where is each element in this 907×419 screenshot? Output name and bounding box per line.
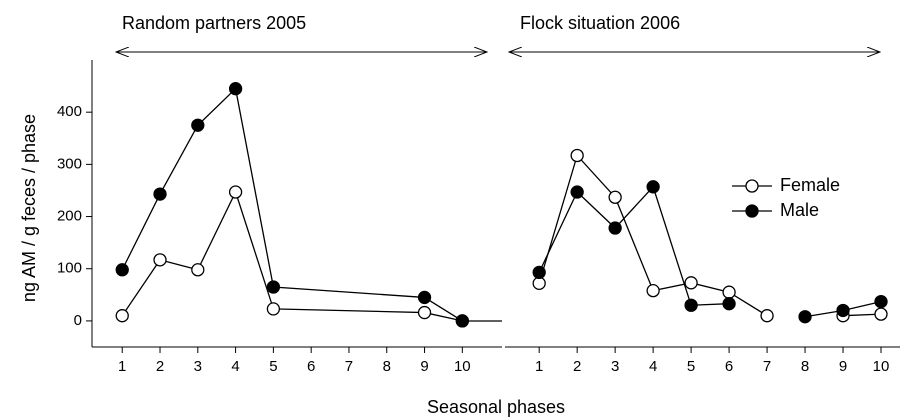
data-point bbox=[684, 298, 698, 312]
panel-title: Flock situation 2006 bbox=[520, 13, 680, 33]
data-point bbox=[722, 297, 736, 311]
x-tick-label: 6 bbox=[725, 358, 733, 375]
x-tick-label: 5 bbox=[269, 358, 277, 375]
x-tick-label: 2 bbox=[156, 358, 164, 375]
data-point bbox=[191, 263, 205, 277]
panel-title: Random partners 2005 bbox=[122, 13, 306, 33]
x-tick-label: 7 bbox=[763, 358, 771, 375]
y-tick-label: 0 bbox=[74, 312, 82, 329]
data-point bbox=[646, 283, 660, 298]
data-point bbox=[417, 290, 432, 305]
x-tick-label: 5 bbox=[687, 358, 695, 375]
y-tick-label: 100 bbox=[57, 260, 82, 277]
data-point bbox=[798, 310, 812, 324]
x-tick-label: 7 bbox=[345, 358, 353, 375]
x-tick-label: 3 bbox=[611, 358, 619, 375]
x-tick-label: 4 bbox=[231, 358, 239, 375]
legend-marker bbox=[745, 204, 759, 218]
x-tick-label: 10 bbox=[454, 358, 471, 375]
x-axis-label: Seasonal phases bbox=[427, 397, 565, 417]
x-tick-label: 2 bbox=[573, 358, 581, 375]
series-line bbox=[121, 190, 463, 322]
x-tick-label: 10 bbox=[873, 358, 890, 375]
x-tick-label: 6 bbox=[307, 358, 315, 375]
data-point bbox=[115, 309, 129, 323]
data-point bbox=[153, 187, 167, 201]
y-tick-label: 200 bbox=[57, 208, 82, 225]
data-point bbox=[874, 294, 888, 309]
y-tick-label: 300 bbox=[57, 155, 82, 172]
data-point bbox=[646, 180, 660, 194]
data-point bbox=[115, 263, 129, 277]
y-tick-label: 400 bbox=[57, 103, 82, 120]
data-point bbox=[836, 303, 850, 318]
legend-label: Male bbox=[780, 200, 819, 220]
data-point bbox=[874, 307, 888, 321]
data-point bbox=[153, 253, 167, 267]
legend-marker bbox=[745, 179, 759, 193]
data-point bbox=[228, 185, 243, 199]
series-line bbox=[538, 185, 882, 318]
data-point bbox=[760, 309, 774, 323]
data-point bbox=[532, 276, 546, 290]
x-tick-label: 8 bbox=[383, 358, 391, 375]
x-tick-label: 9 bbox=[839, 358, 847, 375]
data-point bbox=[455, 314, 469, 328]
x-tick-label: 3 bbox=[194, 358, 202, 375]
data-point bbox=[266, 302, 281, 316]
data-point bbox=[266, 280, 281, 294]
x-tick-label: 8 bbox=[801, 358, 809, 375]
data-point bbox=[570, 185, 584, 199]
data-point bbox=[570, 148, 584, 163]
x-tick-label: 1 bbox=[535, 358, 543, 375]
data-point bbox=[228, 82, 243, 96]
x-tick-label: 4 bbox=[649, 358, 657, 375]
data-point bbox=[608, 221, 622, 235]
data-point bbox=[191, 118, 205, 132]
series-line bbox=[121, 87, 463, 322]
data-point bbox=[417, 305, 432, 320]
x-tick-label: 9 bbox=[420, 358, 428, 375]
legend-label: Female bbox=[780, 175, 840, 195]
data-point bbox=[608, 190, 622, 204]
data-point bbox=[532, 265, 546, 280]
y-axis-label: ng AM / g feces / phase bbox=[19, 114, 39, 302]
data-point bbox=[722, 285, 736, 299]
x-tick-label: 1 bbox=[118, 358, 126, 375]
data-point bbox=[684, 276, 698, 290]
